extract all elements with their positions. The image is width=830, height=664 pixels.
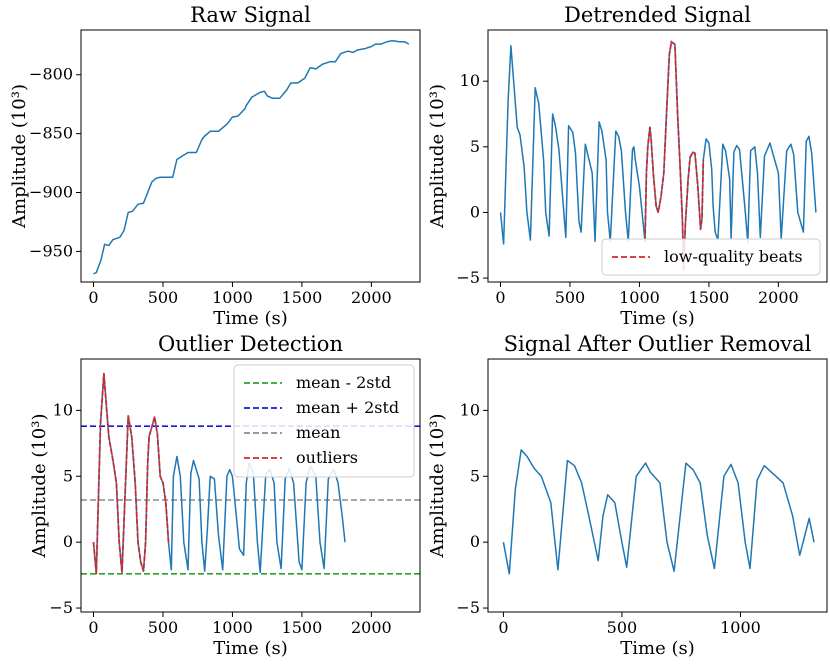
subplot-2: Detrended Signal 0 500 1000 1500 2000 10 5 0 −5 Ti… [427, 3, 828, 329]
y-tick-label: 5 [470, 466, 480, 485]
y-axis-label: Amplitude (10³) [29, 414, 50, 559]
chart-title: Signal After Outlier Removal [504, 332, 812, 356]
axes-frame [80, 358, 421, 613]
legend-entry: mean [296, 423, 340, 442]
x-tick-label: 0 [88, 618, 98, 637]
y-tick-label: 5 [470, 137, 480, 156]
legend-entry: mean - 2std [296, 373, 391, 392]
x-axis-label: Time (s) [620, 308, 695, 329]
legend: mean - 2std mean + 2std mean outliers [233, 364, 415, 478]
x-tick-label: 1500 [282, 618, 323, 637]
x-tick-label: 500 [148, 618, 179, 637]
x-tick-label: 1000 [619, 288, 660, 307]
y-axis-label: Amplitude (10³) [427, 84, 448, 229]
chart-title: Outlier Detection [158, 332, 343, 356]
legend-box [601, 238, 821, 276]
x-tick-label: 0 [88, 288, 98, 307]
y-axis-label: Amplitude (10³) [427, 414, 448, 559]
legend: low-quality beats [601, 238, 821, 276]
y-tick-label: 0 [470, 532, 480, 551]
x-tick-label: 0 [495, 288, 505, 307]
legend-entry: low-quality beats [664, 247, 803, 266]
y-tick-label: 10 [460, 71, 480, 90]
legend-entry: outliers [296, 448, 358, 467]
legend-entry: mean + 2std [296, 398, 399, 417]
y-tick-label: −900 [29, 183, 73, 202]
subplot-1: Raw Signal 0 500 1000 1500 2000 −800 −850 −900 −9… [9, 3, 421, 329]
chart-title: Detrended Signal [564, 3, 751, 27]
axes-frame [80, 29, 421, 283]
x-tick-label: 500 [148, 288, 179, 307]
subplot-4: Signal After Outlier Removal 0 500 1000 10 5 0… [427, 332, 828, 659]
chart-title: Raw Signal [190, 3, 311, 27]
y-tick-label: 5 [63, 466, 73, 485]
x-tick-label: 2000 [758, 288, 799, 307]
y-tick-label: −5 [49, 598, 73, 617]
x-tick-label: 500 [607, 618, 638, 637]
y-tick-label: −5 [456, 268, 480, 287]
x-tick-label: 1000 [212, 288, 253, 307]
x-axis-label: Time (s) [213, 638, 288, 659]
y-tick-label: −800 [29, 65, 73, 84]
series-signal [499, 41, 817, 271]
x-axis-label: Time (s) [620, 638, 695, 659]
x-tick-label: 2000 [351, 618, 392, 637]
x-tick-label: 1500 [282, 288, 323, 307]
x-tick-label: 0 [498, 618, 508, 637]
axes-frame [487, 358, 828, 613]
y-tick-label: 10 [460, 400, 480, 419]
y-tick-label: 10 [53, 400, 73, 419]
y-tick-label: −950 [29, 241, 73, 260]
y-axis-label: Amplitude (10³) [9, 84, 30, 229]
y-tick-label: −850 [29, 124, 73, 143]
y-tick-label: 0 [470, 202, 480, 221]
x-tick-label: 1500 [689, 288, 730, 307]
legend-box [233, 364, 415, 478]
x-tick-label: 2000 [351, 288, 392, 307]
y-tick-label: 0 [63, 532, 73, 551]
series-raw [93, 39, 410, 275]
subplot-3: Outlier Detection 0 500 1000 1500 2000 10 5 0 −5 T… [29, 332, 421, 659]
series-signal [502, 449, 815, 575]
x-tick-label: 1000 [720, 618, 761, 637]
highlight-outliers [92, 373, 170, 574]
x-tick-label: 1000 [212, 618, 253, 637]
x-tick-label: 500 [555, 288, 586, 307]
highlight-low-quality-beats [644, 40, 705, 271]
x-axis-label: Time (s) [213, 308, 288, 329]
axes-frame [487, 29, 828, 283]
y-tick-label: −5 [456, 598, 480, 617]
